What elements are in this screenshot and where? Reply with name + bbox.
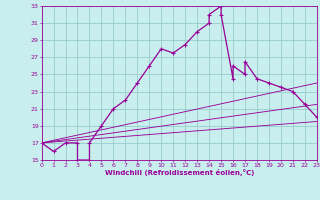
- X-axis label: Windchill (Refroidissement éolien,°C): Windchill (Refroidissement éolien,°C): [105, 169, 254, 176]
